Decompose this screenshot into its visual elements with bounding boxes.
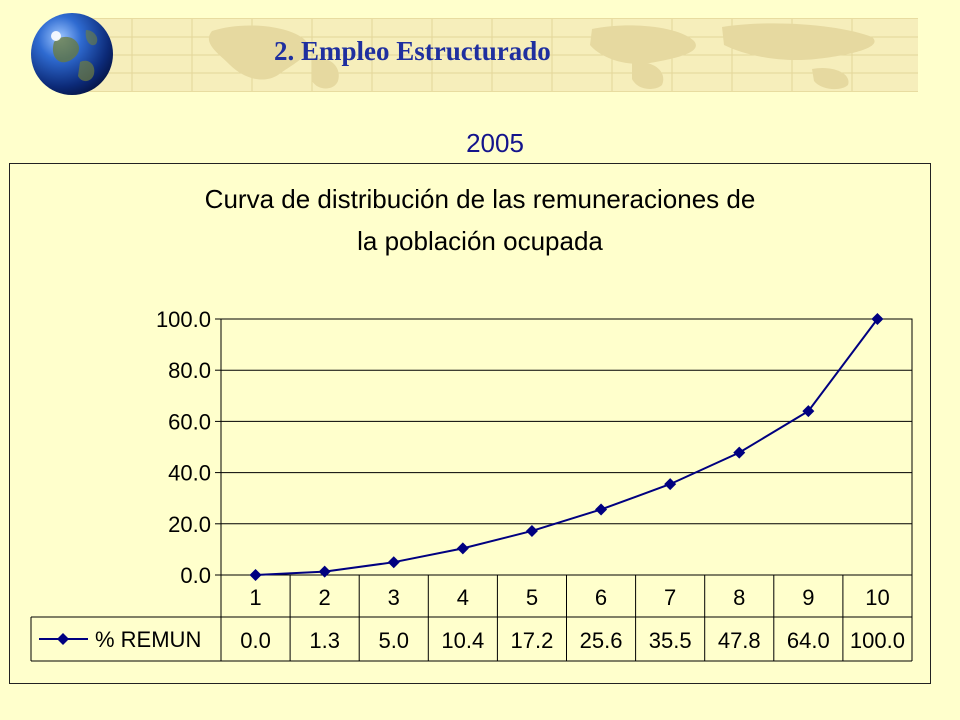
world-map-background [72,19,918,91]
table-value: 1.3 [309,628,340,653]
table-value: 64.0 [787,628,830,653]
plot-frame [220,318,913,576]
y-tick-label: 60.0 [168,409,211,434]
data-point [802,405,815,418]
slide-title: 2. Empleo Estructurado [274,36,551,66]
table-value: 17.2 [511,628,554,653]
table-value: 5.0 [378,628,409,653]
x-category-label: 1 [249,585,261,610]
y-tick-label: 20.0 [168,512,211,537]
x-category-label: 7 [664,585,676,610]
x-category-label: 10 [865,585,889,610]
x-category-label: 4 [457,585,469,610]
data-point [456,542,469,555]
data-point [318,565,331,578]
data-point [871,313,884,325]
y-tick-label: 100.0 [156,307,211,332]
table-value: 100.0 [850,628,905,653]
y-tick-label: 0.0 [180,563,211,588]
y-tick-label: 80.0 [168,358,211,383]
data-point [249,569,262,581]
legend-marker [57,633,69,645]
chart-title-line-2: la población ocupada [357,226,603,256]
table-value: 35.5 [649,628,692,653]
x-category-label: 2 [319,585,331,610]
table-value: 47.8 [718,628,761,653]
data-point [664,478,677,491]
data-point [733,446,746,459]
x-category-label: 5 [526,585,538,610]
table-value: 25.6 [580,628,623,653]
data-point [387,556,400,569]
data-point [525,524,538,537]
legend-label: % REMUN [95,627,201,652]
table-value: 0.0 [240,628,271,653]
chart-year-label: 2005 [466,128,524,158]
chart-area: Curva de distribución de las remuneracio… [9,163,931,684]
x-category-label: 9 [802,585,814,610]
x-category-label: 6 [595,585,607,610]
x-category-label: 3 [388,585,400,610]
series-line [255,318,879,576]
header-banner [72,18,918,92]
chart-title-line-1: Curva de distribución de las remuneracio… [204,184,756,214]
table-value: 10.4 [441,628,484,653]
globe-icon [31,13,113,95]
x-category-label: 8 [733,585,745,610]
data-point [595,503,608,516]
y-tick-label: 40.0 [168,461,211,486]
